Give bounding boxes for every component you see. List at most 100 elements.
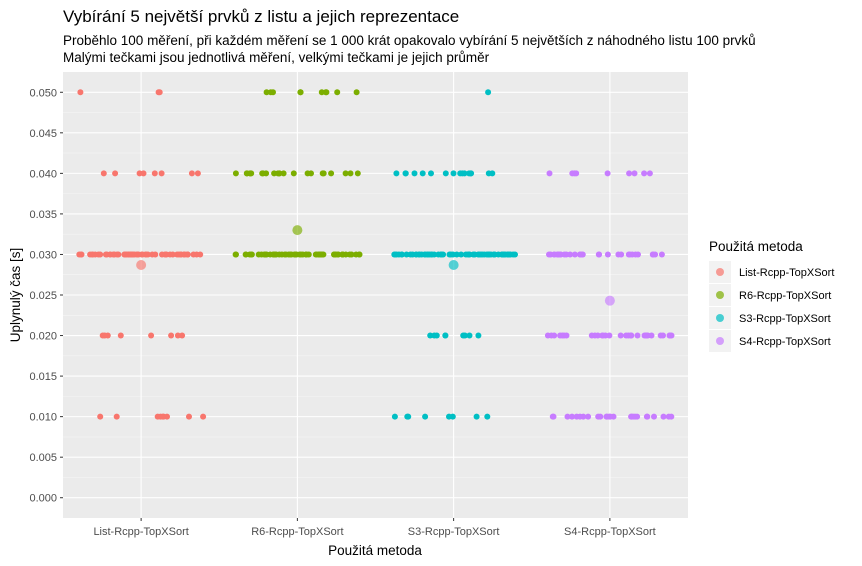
data-point <box>117 332 124 339</box>
data-point <box>585 413 592 420</box>
legend-label: S3-Rcpp-TopXSort <box>739 313 831 325</box>
data-point <box>331 251 338 258</box>
data-point <box>152 251 159 258</box>
data-point <box>546 251 552 258</box>
data-point <box>577 413 583 420</box>
mean-point <box>136 259 147 270</box>
mean-point <box>292 225 303 236</box>
data-point <box>391 413 398 420</box>
data-point <box>446 413 452 420</box>
mean-point <box>448 259 459 270</box>
data-point <box>328 170 335 177</box>
y-tick-label: 0.015 <box>29 371 57 383</box>
data-point <box>665 413 672 420</box>
data-point <box>591 332 598 339</box>
data-point <box>179 332 186 339</box>
chart-title: Vybírání 5 největší prvků z listu a jeji… <box>63 7 459 26</box>
data-point <box>644 413 651 420</box>
data-point <box>158 170 165 177</box>
legend-label: R6-Rcpp-TopXSort <box>739 290 831 302</box>
data-point <box>595 413 602 420</box>
legend: Použitá metoda List-Rcpp-TopXSort R6-Rcpp… <box>709 239 834 352</box>
data-point <box>475 332 482 339</box>
data-point <box>550 413 557 420</box>
data-point <box>97 413 104 420</box>
data-point <box>428 170 434 177</box>
data-point <box>393 170 400 177</box>
data-point <box>626 170 633 177</box>
data-point <box>419 170 426 177</box>
data-point <box>263 89 270 96</box>
data-point <box>564 413 571 420</box>
data-point <box>280 170 287 177</box>
data-point <box>131 251 138 258</box>
data-point <box>232 251 239 258</box>
data-point <box>563 332 570 339</box>
data-points <box>76 89 675 420</box>
data-point <box>354 170 361 177</box>
data-point <box>100 170 107 177</box>
data-point <box>248 251 255 258</box>
data-point <box>483 251 490 258</box>
data-point <box>110 251 117 258</box>
data-point <box>466 332 473 339</box>
data-point <box>435 251 442 258</box>
x-tick-label: List-Rcpp-TopXSort <box>93 526 188 538</box>
data-point <box>641 170 648 177</box>
x-tick-label: R6-Rcpp-TopXSort <box>251 526 343 538</box>
data-point <box>546 170 553 177</box>
y-tick-label: 0.035 <box>29 209 57 221</box>
data-point <box>77 89 84 96</box>
y-axis: 0.000 0.005 0.010 0.015 0.020 0.025 0.030 0.035… <box>29 87 63 505</box>
data-point <box>402 170 409 177</box>
x-tick-label: S3-Rcpp-TopXSort <box>408 526 500 538</box>
data-point <box>595 251 602 258</box>
data-point <box>258 251 265 258</box>
chart-subtitle-line-1: Proběhlo 100 měření, při každém měření s… <box>63 33 756 48</box>
data-point <box>484 413 491 420</box>
data-point <box>559 332 566 339</box>
data-point <box>243 170 250 177</box>
data-point <box>156 89 163 96</box>
data-point <box>461 170 468 177</box>
data-point <box>485 89 492 96</box>
data-point <box>476 251 482 258</box>
data-point <box>489 170 496 177</box>
data-point <box>660 332 666 339</box>
data-point <box>667 332 674 339</box>
data-point <box>631 170 638 177</box>
data-point <box>599 332 606 339</box>
data-point <box>569 413 575 420</box>
data-point <box>101 332 108 339</box>
data-point <box>174 332 181 339</box>
data-point <box>634 332 641 339</box>
data-point <box>457 170 464 177</box>
data-point <box>404 413 411 420</box>
data-point <box>450 251 456 258</box>
y-tick-label: 0.050 <box>29 87 57 99</box>
x-axis-title: Použitá metoda <box>328 543 422 558</box>
data-point <box>573 170 580 177</box>
data-point <box>466 251 473 258</box>
mean-points <box>136 225 615 306</box>
data-point <box>442 332 449 339</box>
data-point <box>649 251 656 258</box>
data-point <box>604 170 611 177</box>
data-point <box>571 251 578 258</box>
data-point <box>78 251 85 258</box>
data-point <box>318 89 325 96</box>
data-point <box>461 332 468 339</box>
data-point <box>102 251 109 258</box>
data-point <box>319 170 326 177</box>
data-point <box>188 170 195 177</box>
data-point <box>154 413 161 420</box>
data-point <box>579 251 586 258</box>
data-point <box>353 251 360 258</box>
data-point <box>551 332 558 339</box>
data-point <box>651 413 657 420</box>
y-tick-label: 0.000 <box>29 493 57 505</box>
chart-subtitle-line-2: Malými tečkami jsou jednotlivá měření, v… <box>63 50 490 65</box>
legend-marker <box>716 314 724 322</box>
data-point <box>431 332 438 339</box>
